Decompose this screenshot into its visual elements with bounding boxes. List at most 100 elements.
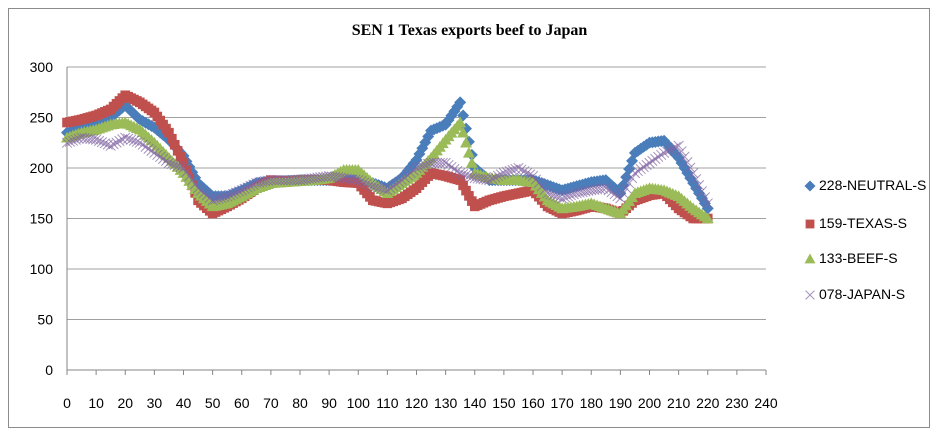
- legend-item: 133-BEEF-S: [804, 249, 898, 267]
- data-point: [367, 181, 378, 192]
- interpolated-marker: [641, 159, 652, 171]
- interpolated-marker: [516, 164, 527, 175]
- interpolated-marker: [88, 134, 99, 145]
- y-tick-label: 50: [37, 312, 53, 328]
- interpolated-marker: [420, 159, 431, 171]
- data-point: [178, 158, 189, 168]
- interpolated-marker: [632, 165, 644, 177]
- data-point: [61, 137, 73, 148]
- data-point: [702, 198, 713, 209]
- interpolated-marker: [175, 161, 186, 173]
- interpolated-marker: [111, 137, 122, 148]
- legend-marker: [804, 180, 816, 192]
- interpolated-marker: [664, 144, 676, 156]
- interpolated-marker: [461, 185, 471, 196]
- data-point: [454, 116, 467, 128]
- data-point: [556, 193, 568, 204]
- interpolated-marker: [635, 163, 646, 175]
- interpolated-marker: [370, 181, 381, 193]
- interpolated-marker: [358, 177, 370, 188]
- interpolated-marker: [245, 180, 256, 192]
- interpolated-marker: [417, 160, 428, 172]
- interpolated-marker: [350, 174, 361, 185]
- interpolated-marker: [463, 170, 475, 182]
- x-tick-label: 210: [667, 395, 691, 411]
- data-point: [615, 193, 626, 204]
- interpolated-marker: [385, 183, 396, 194]
- y-tick-label: 0: [45, 362, 53, 378]
- x-tick-label: 190: [609, 395, 633, 411]
- interpolated-marker: [551, 191, 562, 202]
- interpolated-marker: [465, 156, 478, 168]
- x-tick-label: 10: [88, 395, 104, 411]
- interpolated-marker: [140, 141, 151, 152]
- interpolated-marker: [361, 178, 373, 189]
- data-point: [207, 195, 218, 206]
- data-point: [90, 134, 102, 145]
- y-tick-label: 250: [30, 110, 54, 126]
- x-tick-label: 0: [63, 395, 71, 411]
- data-point: [513, 162, 524, 174]
- interpolated-marker: [519, 166, 530, 177]
- x-tick-label: 40: [176, 395, 192, 411]
- interpolated-marker: [390, 179, 402, 190]
- interpolated-marker: [685, 162, 696, 173]
- interpolated-marker: [175, 152, 186, 162]
- data-point: [236, 185, 247, 196]
- data-point: [701, 212, 714, 224]
- interpolated-marker: [565, 190, 577, 201]
- interpolated-marker: [653, 151, 664, 163]
- data-point: [658, 147, 670, 159]
- interpolated-marker: [638, 161, 649, 173]
- interpolated-marker: [123, 133, 134, 144]
- y-tick-label: 300: [30, 59, 54, 75]
- interpolated-marker: [501, 166, 512, 178]
- data-point: [484, 174, 495, 186]
- interpolated-marker: [504, 165, 515, 177]
- x-tick-label: 80: [292, 395, 308, 411]
- interpolated-marker: [239, 183, 250, 194]
- legend-item: 078-JAPAN-S: [804, 285, 905, 303]
- interpolated-marker: [650, 153, 661, 165]
- legend-marker: [805, 219, 815, 229]
- interpolated-marker: [233, 186, 244, 197]
- data-point: [222, 191, 233, 202]
- x-tick-label: 60: [234, 395, 250, 411]
- legend-label: 159-TEXAS-S: [819, 215, 907, 231]
- legend-marker: [805, 290, 815, 301]
- interpolated-marker: [128, 135, 140, 146]
- interpolated-marker: [693, 180, 705, 191]
- x-tick-label: 70: [263, 395, 279, 411]
- x-tick-label: 50: [205, 395, 221, 411]
- interpolated-marker: [219, 191, 230, 203]
- x-tick-label: 130: [434, 395, 458, 411]
- interpolated-marker: [108, 139, 119, 150]
- data-point: [105, 140, 116, 151]
- interpolated-marker: [457, 126, 470, 138]
- interpolated-marker: [356, 176, 367, 187]
- interpolated-marker: [125, 134, 137, 145]
- interpolated-marker: [93, 135, 105, 147]
- interpolated-marker: [99, 138, 111, 149]
- data-point: [164, 127, 174, 138]
- x-tick-label: 180: [580, 395, 604, 411]
- interpolated-marker: [487, 173, 498, 184]
- interpolated-marker: [146, 145, 157, 156]
- x-tick-label: 120: [405, 395, 429, 411]
- legend-label: 228-NEUTRAL-S: [819, 177, 927, 193]
- interpolated-marker: [166, 158, 178, 170]
- interpolated-marker: [376, 183, 387, 194]
- data-point: [542, 188, 553, 199]
- interpolated-marker: [489, 172, 501, 183]
- x-tick-label: 220: [696, 395, 720, 411]
- interpolated-marker: [414, 161, 425, 173]
- interpolated-marker: [388, 181, 399, 192]
- interpolated-marker: [460, 136, 473, 148]
- interpolated-marker: [210, 194, 221, 205]
- interpolated-marker: [524, 169, 536, 180]
- y-tick-label: 150: [30, 211, 54, 227]
- legend-triangle-icon: [804, 253, 816, 264]
- data-point: [644, 157, 655, 169]
- chart-frame: [8, 8, 930, 428]
- data-point: [629, 167, 641, 179]
